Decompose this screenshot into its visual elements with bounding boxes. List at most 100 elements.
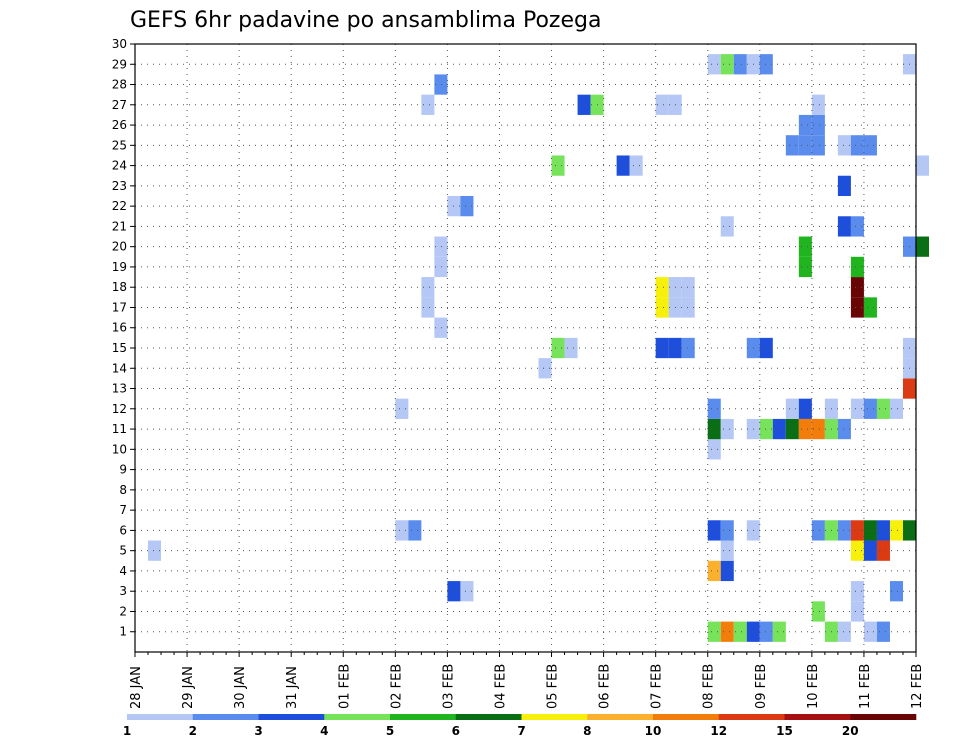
precip-cell <box>408 520 422 541</box>
x-tick-label: 07 FEB <box>650 664 665 709</box>
precip-cell <box>720 560 734 582</box>
x-tick-label: 30 JAN <box>233 666 248 709</box>
precip-cell <box>837 135 851 156</box>
precip-cell <box>850 277 864 298</box>
precip-cell <box>720 621 734 642</box>
x-tick-label: 09 FEB <box>754 664 769 709</box>
precip-cell <box>916 155 930 176</box>
y-tick-label: 10 <box>112 442 127 456</box>
precip-cell <box>863 520 877 541</box>
precip-cell <box>759 621 773 642</box>
precip-cell <box>720 418 734 440</box>
x-tick-label: 08 FEB <box>702 664 717 709</box>
precip-cell <box>148 540 162 561</box>
y-tick-label: 4 <box>119 564 127 578</box>
y-tick-label: 28 <box>112 78 127 92</box>
y-tick-label: 5 <box>119 544 127 558</box>
precip-cell <box>707 398 721 419</box>
precip-cell <box>395 398 409 419</box>
precip-cell <box>863 297 877 318</box>
precip-cell <box>434 74 448 95</box>
x-tick-label: 11 FEB <box>858 664 873 709</box>
y-tick-label: 11 <box>112 422 127 436</box>
precip-cell <box>434 236 448 257</box>
y-tick-label: 17 <box>112 300 127 314</box>
y-tick-label: 18 <box>112 280 127 294</box>
precip-cell <box>863 621 877 642</box>
precip-cell <box>837 520 851 541</box>
y-tick-label: 30 <box>112 37 127 51</box>
precip-cell <box>798 256 812 278</box>
precip-cell <box>850 581 864 602</box>
y-tick-label: 25 <box>112 138 127 152</box>
precip-cell <box>460 196 474 217</box>
precip-cell <box>916 236 930 257</box>
x-tick-label: 29 JAN <box>181 666 196 709</box>
precip-cell <box>837 418 851 440</box>
colorbar-label: 15 <box>776 724 793 738</box>
precip-cell <box>811 601 825 622</box>
heatmap-cells <box>148 54 930 642</box>
y-tick-label: 9 <box>119 463 127 477</box>
precip-cell <box>720 520 734 541</box>
x-axis: 28 JAN 29 JAN 30 JAN 31 JAN 01 FEB 02 FEB 03 F… <box>129 652 925 709</box>
precip-cell <box>421 297 435 318</box>
precip-cell <box>850 601 864 622</box>
y-tick-label: 12 <box>112 402 127 416</box>
x-tick-label: 02 FEB <box>389 664 404 709</box>
precip-cell <box>798 114 812 136</box>
precip-cell <box>577 94 591 115</box>
precip-cell <box>707 560 721 582</box>
colorbar-label: 2 <box>189 724 197 738</box>
colorbar-label: 10 <box>645 724 662 738</box>
x-tick-label: 01 FEB <box>337 664 352 709</box>
precip-cell <box>434 317 448 338</box>
precip-cell <box>837 175 851 196</box>
precip-cell <box>681 277 695 298</box>
precip-cell <box>850 398 864 419</box>
y-tick-label: 1 <box>119 625 127 639</box>
precip-cell <box>811 94 825 115</box>
precip-cell <box>421 277 435 298</box>
precip-cell <box>772 621 786 642</box>
precip-cell <box>876 540 890 561</box>
precip-cell <box>785 398 799 419</box>
y-tick-label: 6 <box>119 523 127 537</box>
precip-cell <box>811 418 825 440</box>
colorbar-label: 5 <box>386 724 394 738</box>
precip-cell <box>837 621 851 642</box>
precip-cell <box>889 398 903 419</box>
precip-cell <box>889 520 903 541</box>
y-tick-label: 21 <box>112 219 127 233</box>
precip-cell <box>850 256 864 278</box>
y-tick-label: 23 <box>112 179 127 193</box>
y-tick-label: 20 <box>112 240 127 254</box>
precip-cell <box>629 155 643 176</box>
y-tick-label: 22 <box>112 199 127 213</box>
precip-cell <box>707 54 721 75</box>
precip-cell <box>395 520 409 541</box>
colorbar-segment <box>258 714 325 720</box>
colorbar-label: 4 <box>320 724 328 738</box>
colorbar-segment <box>784 714 851 720</box>
precip-cell <box>798 398 812 419</box>
precip-cell <box>434 256 448 278</box>
precip-cell <box>811 114 825 136</box>
colorbar-label: 1 <box>123 724 131 738</box>
precip-cell <box>707 520 721 541</box>
precip-cell <box>850 520 864 541</box>
precip-cell <box>551 337 565 359</box>
colorbar-segment <box>390 714 457 720</box>
precip-cell <box>850 540 864 561</box>
y-tick-label: 24 <box>112 159 127 173</box>
precip-cell <box>837 216 851 237</box>
precip-cell <box>707 621 721 642</box>
x-tick-label: 06 FEB <box>598 664 613 709</box>
colorbar-label: 20 <box>842 724 859 738</box>
x-tick-label: 03 FEB <box>441 664 456 709</box>
precip-cell <box>876 398 890 419</box>
precip-cell <box>889 581 903 602</box>
precip-cell <box>850 135 864 156</box>
precip-cell <box>707 418 721 440</box>
